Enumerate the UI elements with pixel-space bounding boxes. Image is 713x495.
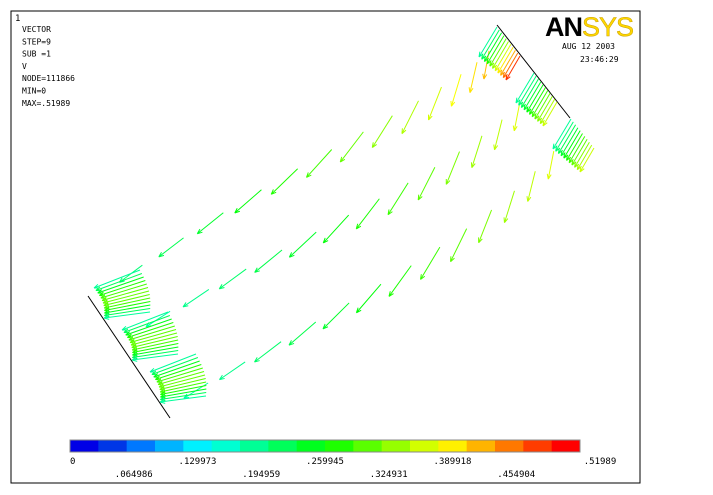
vector-arrow [339, 131, 364, 163]
vector-arrow [355, 283, 382, 314]
vector-arrow [322, 214, 350, 244]
vector-arrow [419, 246, 441, 280]
vector-arrow [218, 268, 247, 290]
vector-arrow [546, 150, 555, 180]
legend-cell [523, 440, 553, 452]
vector-arrow [388, 265, 412, 297]
vector-arrow [417, 167, 436, 201]
legend-cell [183, 440, 213, 452]
legend-label: .51989 [584, 457, 617, 467]
vector-arrow [450, 74, 462, 107]
legend-label: .129973 [179, 457, 217, 467]
vector-arrow [159, 395, 207, 404]
vector-arrow [130, 332, 178, 347]
boundary-edge [496, 24, 571, 119]
vector-arrow [387, 182, 409, 216]
info-line: VECTOR [22, 25, 51, 34]
legend-label: .389918 [434, 457, 472, 467]
vector-arrow [478, 209, 493, 244]
legend-border [69, 439, 581, 453]
info-line: STEP=9 [22, 37, 51, 46]
boundary-edge [87, 295, 171, 419]
vector-arrow [288, 231, 317, 258]
legend-label: .259945 [306, 457, 344, 467]
legend-label: 0 [70, 457, 75, 467]
time: 23:46:29 [580, 55, 619, 64]
vector-arrow [526, 171, 536, 202]
legend-label: .064986 [115, 470, 153, 480]
info-line: V [22, 62, 27, 71]
vector-arrow [503, 190, 515, 224]
vector-field [93, 26, 595, 404]
legend-cell [126, 440, 156, 452]
info-line: SUB =1 [22, 50, 51, 59]
vector-arrow [493, 119, 503, 151]
vector-arrow [427, 86, 442, 121]
vector-arrow [445, 151, 460, 185]
legend-cell [70, 440, 99, 452]
legend-cell [98, 440, 128, 452]
legend-cell [551, 440, 581, 452]
vector-arrow [371, 115, 393, 148]
legend-cell [466, 440, 496, 452]
plot-number: 1 [15, 14, 20, 24]
legend-label: .454904 [497, 470, 535, 480]
legend-cell [240, 440, 269, 452]
vector-arrow [579, 147, 595, 173]
vector-arrow [505, 55, 521, 81]
info-line: MIN=0 [22, 87, 46, 96]
legend-label: .194959 [242, 470, 280, 480]
vector-arrow [512, 102, 521, 132]
plot-frame [10, 10, 641, 484]
vector-arrow [158, 237, 184, 258]
legend-cell [410, 440, 439, 452]
legend-cell [296, 440, 326, 452]
vector-arrow [234, 189, 262, 214]
vector-arrow [355, 198, 380, 230]
logo-an: AN [545, 12, 582, 42]
vector-arrow [196, 212, 224, 235]
vector-arrow [468, 62, 478, 93]
vector-arrow [254, 249, 283, 273]
date: AUG 12 2003 [562, 42, 615, 51]
vector-arrow [102, 290, 150, 305]
legend-cell [325, 440, 354, 452]
info-block: VECTOR STEP=9 SUB =1 V NODE=111866 MIN=0 MAX=.… [22, 25, 75, 108]
vector-arrow [322, 302, 350, 330]
legend-cell [268, 440, 298, 452]
vector-arrow [305, 149, 333, 178]
legend-cell [381, 440, 411, 452]
logo-sys: SYS [582, 12, 633, 42]
vector-arrow [182, 288, 210, 308]
vector-arrow [450, 228, 468, 263]
vector-arrow [470, 135, 483, 169]
legend-cell [495, 440, 524, 452]
vector-arrow [103, 311, 151, 320]
vector-arrow [219, 361, 246, 381]
info-line: MAX=.51989 [22, 99, 70, 108]
vector-arrow [542, 101, 558, 127]
vector-arrow [270, 168, 299, 195]
vector-arrow [288, 321, 317, 346]
legend-cell [211, 440, 241, 452]
legend-cell [438, 440, 468, 452]
legend-label: .324931 [370, 470, 408, 480]
info-line: NODE=111866 [22, 74, 75, 83]
logo: ANSYS [545, 12, 633, 42]
vector-arrow [158, 374, 206, 389]
legend-cell [353, 440, 383, 452]
vector-arrow [401, 100, 419, 135]
legend-cell [155, 440, 184, 452]
vector-arrow [254, 341, 282, 363]
color-legend: 0 .064986 .129973 .194959 .259945 .324931 .389… [69, 439, 617, 480]
vector-arrow [131, 353, 179, 362]
